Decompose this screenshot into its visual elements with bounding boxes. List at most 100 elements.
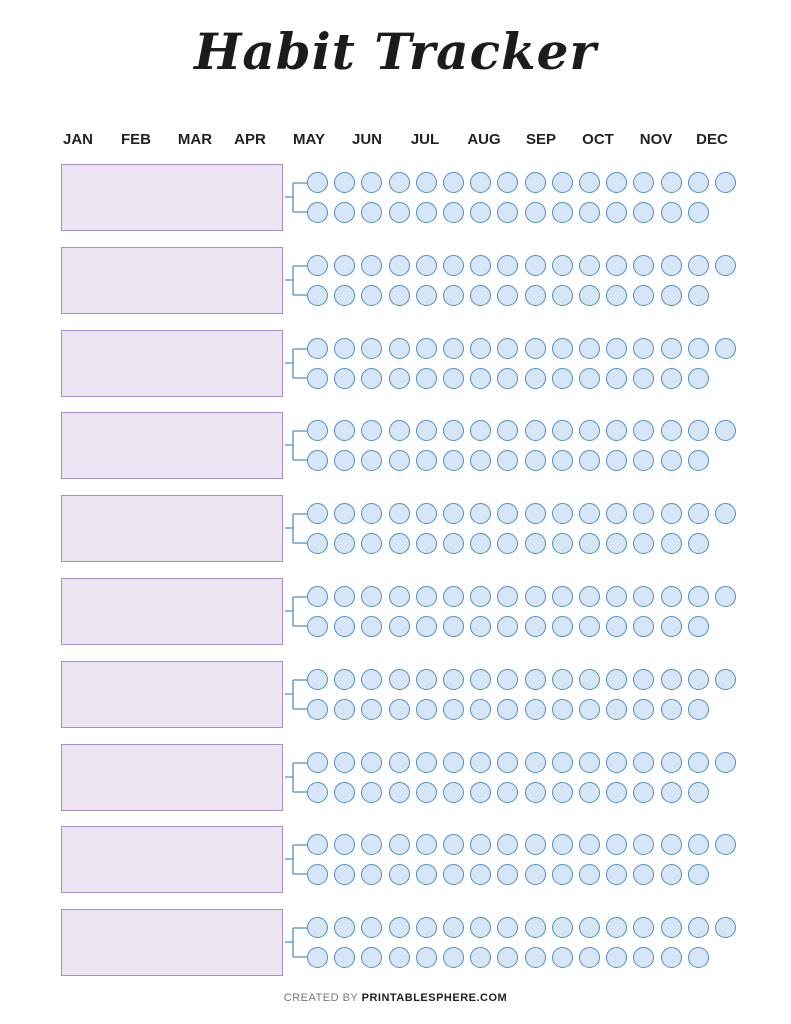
day-checkbox-circle[interactable]: [606, 367, 628, 389]
day-checkbox-circle[interactable]: [497, 917, 519, 939]
day-checkbox-circle[interactable]: [606, 698, 628, 720]
day-checkbox-circle[interactable]: [660, 698, 682, 720]
day-checkbox-circle[interactable]: [470, 751, 492, 773]
habit-name-box[interactable]: [61, 660, 283, 728]
day-checkbox-circle[interactable]: [307, 917, 328, 939]
day-checkbox-circle[interactable]: [497, 367, 519, 389]
day-checkbox-circle[interactable]: [334, 533, 356, 555]
day-checkbox-circle[interactable]: [443, 751, 464, 773]
day-checkbox-circle[interactable]: [307, 947, 328, 969]
day-checkbox-circle[interactable]: [715, 586, 736, 607]
day-checkbox-circle[interactable]: [606, 420, 628, 442]
day-checkbox-circle[interactable]: [443, 586, 464, 607]
day-checkbox-circle[interactable]: [415, 586, 437, 607]
day-checkbox-circle[interactable]: [470, 367, 492, 389]
day-checkbox-circle[interactable]: [307, 533, 328, 555]
day-checkbox-circle[interactable]: [388, 420, 410, 442]
day-checkbox-circle[interactable]: [633, 917, 655, 939]
day-checkbox-circle[interactable]: [388, 616, 410, 637]
habit-name-box[interactable]: [61, 578, 283, 645]
day-checkbox-circle[interactable]: [687, 172, 709, 193]
day-checkbox-circle[interactable]: [443, 917, 464, 939]
day-checkbox-circle[interactable]: [307, 586, 328, 607]
day-checkbox-circle[interactable]: [551, 751, 573, 773]
day-checkbox-circle[interactable]: [633, 337, 655, 359]
day-checkbox-circle[interactable]: [633, 834, 655, 856]
day-checkbox-circle[interactable]: [524, 864, 546, 886]
day-checkbox-circle[interactable]: [497, 864, 519, 886]
habit-name-box[interactable]: [61, 329, 283, 397]
day-checkbox-circle[interactable]: [415, 668, 437, 690]
day-checkbox-circle[interactable]: [388, 450, 410, 472]
day-checkbox-circle[interactable]: [497, 503, 519, 525]
day-checkbox-circle[interactable]: [415, 450, 437, 472]
day-checkbox-circle[interactable]: [470, 947, 492, 969]
day-checkbox-circle[interactable]: [443, 864, 464, 886]
day-checkbox-circle[interactable]: [361, 420, 383, 442]
day-checkbox-circle[interactable]: [715, 337, 736, 359]
day-checkbox-circle[interactable]: [524, 834, 546, 856]
day-checkbox-circle[interactable]: [334, 367, 356, 389]
day-checkbox-circle[interactable]: [497, 284, 519, 306]
day-checkbox-circle[interactable]: [497, 337, 519, 359]
day-checkbox-circle[interactable]: [524, 616, 546, 637]
day-checkbox-circle[interactable]: [497, 668, 519, 690]
day-checkbox-circle[interactable]: [660, 917, 682, 939]
day-checkbox-circle[interactable]: [443, 337, 464, 359]
day-checkbox-circle[interactable]: [524, 698, 546, 720]
day-checkbox-circle[interactable]: [388, 781, 410, 803]
day-checkbox-circle[interactable]: [633, 698, 655, 720]
day-checkbox-circle[interactable]: [551, 834, 573, 856]
day-checkbox-circle[interactable]: [470, 616, 492, 637]
habit-name-box[interactable]: [61, 164, 283, 231]
day-checkbox-circle[interactable]: [606, 751, 628, 773]
day-checkbox-circle[interactable]: [660, 254, 682, 276]
day-checkbox-circle[interactable]: [470, 533, 492, 555]
day-checkbox-circle[interactable]: [579, 616, 600, 637]
day-checkbox-circle[interactable]: [415, 503, 437, 525]
day-checkbox-circle[interactable]: [307, 254, 328, 276]
day-checkbox-circle[interactable]: [470, 202, 492, 223]
day-checkbox-circle[interactable]: [606, 586, 628, 607]
day-checkbox-circle[interactable]: [579, 781, 600, 803]
day-checkbox-circle[interactable]: [524, 668, 546, 690]
day-checkbox-circle[interactable]: [307, 781, 328, 803]
day-checkbox-circle[interactable]: [497, 450, 519, 472]
day-checkbox-circle[interactable]: [660, 172, 682, 193]
day-checkbox-circle[interactable]: [415, 172, 437, 193]
day-checkbox-circle[interactable]: [415, 533, 437, 555]
day-checkbox-circle[interactable]: [470, 917, 492, 939]
day-checkbox-circle[interactable]: [579, 947, 600, 969]
day-checkbox-circle[interactable]: [307, 698, 328, 720]
habit-name-box[interactable]: [61, 412, 283, 480]
day-checkbox-circle[interactable]: [361, 337, 383, 359]
habit-name-box[interactable]: [61, 246, 283, 314]
day-checkbox-circle[interactable]: [470, 254, 492, 276]
day-checkbox-circle[interactable]: [361, 616, 383, 637]
day-checkbox-circle[interactable]: [579, 533, 600, 555]
day-checkbox-circle[interactable]: [334, 254, 356, 276]
day-checkbox-circle[interactable]: [361, 254, 383, 276]
day-checkbox-circle[interactable]: [579, 834, 600, 856]
day-checkbox-circle[interactable]: [660, 834, 682, 856]
day-checkbox-circle[interactable]: [470, 864, 492, 886]
day-checkbox-circle[interactable]: [579, 698, 600, 720]
day-checkbox-circle[interactable]: [551, 337, 573, 359]
day-checkbox-circle[interactable]: [660, 751, 682, 773]
day-checkbox-circle[interactable]: [361, 947, 383, 969]
day-checkbox-circle[interactable]: [715, 172, 736, 193]
day-checkbox-circle[interactable]: [687, 202, 709, 223]
day-checkbox-circle[interactable]: [687, 420, 709, 442]
day-checkbox-circle[interactable]: [687, 751, 709, 773]
day-checkbox-circle[interactable]: [633, 864, 655, 886]
day-checkbox-circle[interactable]: [579, 917, 600, 939]
day-checkbox-circle[interactable]: [388, 503, 410, 525]
day-checkbox-circle[interactable]: [415, 864, 437, 886]
day-checkbox-circle[interactable]: [660, 864, 682, 886]
day-checkbox-circle[interactable]: [660, 367, 682, 389]
day-checkbox-circle[interactable]: [579, 503, 600, 525]
day-checkbox-circle[interactable]: [579, 586, 600, 607]
day-checkbox-circle[interactable]: [415, 337, 437, 359]
day-checkbox-circle[interactable]: [660, 616, 682, 637]
day-checkbox-circle[interactable]: [633, 284, 655, 306]
